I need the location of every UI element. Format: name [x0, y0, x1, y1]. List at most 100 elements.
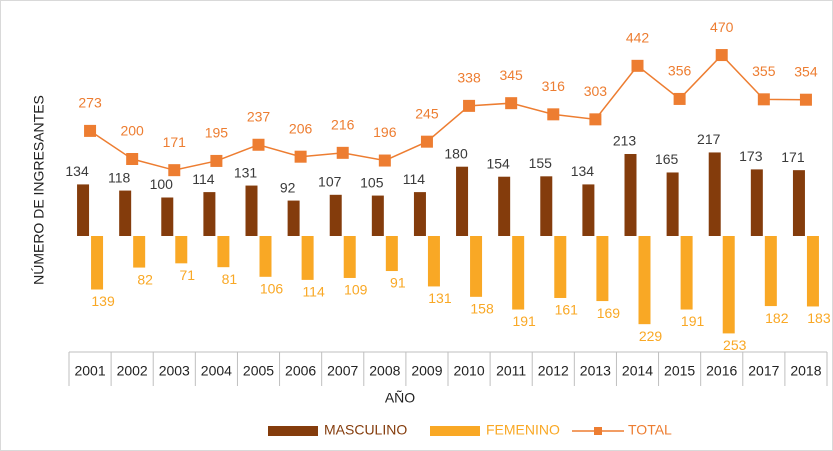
- data-label: 442: [626, 30, 650, 46]
- x-tick-label: 2013: [580, 363, 611, 379]
- legend-label: TOTAL: [628, 422, 672, 438]
- data-label: 354: [794, 63, 818, 79]
- x-tick-label: 2018: [790, 363, 821, 379]
- x-axis-title: AÑO: [385, 390, 415, 406]
- data-label: 118: [108, 169, 131, 185]
- data-label: 161: [555, 302, 579, 318]
- data-label: 82: [137, 271, 153, 287]
- bar: [540, 176, 553, 236]
- bar: [161, 197, 174, 236]
- bar: [175, 236, 188, 264]
- bar: [680, 236, 693, 310]
- bar: [666, 172, 679, 236]
- x-tick-label: 2007: [327, 363, 358, 379]
- line-marker: [294, 150, 307, 163]
- data-label: 191: [512, 313, 536, 329]
- x-tick-label: 2014: [622, 363, 653, 379]
- data-label: 154: [486, 155, 510, 171]
- data-label: 92: [280, 179, 296, 195]
- line-marker: [715, 49, 728, 62]
- x-tick-label: 2017: [748, 363, 779, 379]
- bar: [91, 236, 104, 290]
- bar: [77, 184, 90, 236]
- data-label: 114: [192, 171, 215, 187]
- bar: [708, 152, 721, 236]
- data-label: 355: [752, 63, 776, 79]
- line-marker: [252, 138, 265, 151]
- line-marker: [505, 97, 518, 110]
- data-label: 134: [65, 163, 89, 179]
- data-label: 216: [331, 117, 355, 133]
- legend-swatch: [268, 426, 318, 436]
- data-label: 180: [444, 145, 468, 161]
- line-marker: [126, 153, 139, 165]
- line-marker: [547, 108, 560, 121]
- data-label: 196: [373, 124, 397, 140]
- data-label: 273: [78, 95, 102, 111]
- legend-label: MASCULINO: [324, 422, 407, 438]
- line-marker: [463, 99, 476, 112]
- data-label: 114: [403, 171, 426, 187]
- x-tick-label: 2002: [117, 363, 148, 379]
- x-tick-label: 2009: [411, 363, 442, 379]
- data-label: 131: [234, 164, 258, 180]
- line-marker: [84, 124, 97, 137]
- y-axis-title: NÚMERO DE INGRESANTES: [31, 95, 47, 285]
- line-marker: [799, 93, 812, 106]
- data-label: 229: [639, 328, 663, 344]
- bar: [806, 236, 819, 307]
- data-label: 131: [428, 290, 452, 306]
- data-label: 191: [681, 313, 705, 329]
- bar: [638, 236, 651, 325]
- data-label: 356: [668, 63, 692, 79]
- bar: [329, 194, 342, 236]
- bar: [427, 236, 440, 287]
- x-tick-label: 2008: [369, 363, 400, 379]
- x-tick-label: 2005: [243, 363, 274, 379]
- bar: [301, 236, 314, 280]
- line-marker: [336, 146, 349, 159]
- line-marker: [673, 92, 686, 105]
- data-label: 107: [318, 174, 342, 190]
- data-label: 158: [470, 301, 494, 317]
- bar: [624, 153, 637, 236]
- data-label: 195: [205, 125, 229, 141]
- bar: [456, 166, 469, 236]
- bar: [596, 236, 609, 302]
- data-label: 173: [739, 148, 763, 164]
- x-tick-label: 2012: [538, 363, 569, 379]
- data-label: 245: [415, 105, 439, 121]
- data-label: 134: [571, 163, 595, 179]
- data-label: 206: [289, 120, 313, 136]
- data-label: 165: [655, 151, 679, 167]
- data-label: 183: [807, 310, 831, 326]
- data-label: 345: [499, 67, 523, 83]
- bar: [792, 170, 805, 236]
- data-label: 109: [344, 282, 368, 298]
- x-tick-label: 2011: [496, 363, 526, 379]
- data-label: 213: [613, 133, 637, 149]
- x-tick-label: 2001: [74, 363, 105, 379]
- x-tick-label: 2010: [453, 363, 484, 379]
- bar: [512, 236, 525, 310]
- bar: [133, 236, 146, 268]
- data-label: 105: [360, 174, 384, 190]
- data-label: 139: [91, 293, 115, 309]
- bar: [498, 176, 511, 236]
- data-label: 71: [179, 267, 195, 283]
- bar: [750, 169, 763, 236]
- bar: [245, 185, 258, 236]
- x-tick-label: 2015: [664, 363, 695, 379]
- data-label: 114: [302, 284, 325, 300]
- line-marker: [631, 59, 644, 72]
- line: [89, 53, 806, 171]
- data-label: 155: [529, 155, 553, 171]
- x-tick-label: 2003: [159, 363, 190, 379]
- bar: [119, 190, 132, 236]
- data-label: 303: [584, 83, 608, 99]
- data-label: 81: [222, 271, 238, 287]
- bar: [413, 192, 426, 236]
- line-marker: [589, 113, 602, 126]
- bar: [259, 236, 272, 277]
- line-marker: [420, 135, 433, 148]
